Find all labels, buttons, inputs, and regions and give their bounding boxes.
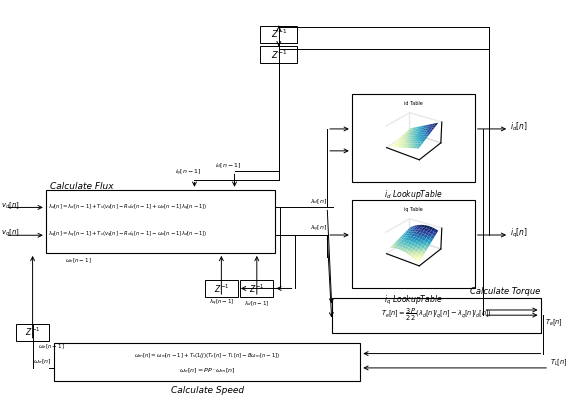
Text: $\omega_e[n]$: $\omega_e[n]$: [33, 357, 51, 366]
Bar: [352, 94, 475, 182]
Text: $\lambda_q[n]$: $\lambda_q[n]$: [310, 224, 327, 234]
Text: $i_q$ LookupTable: $i_q$ LookupTable: [384, 294, 443, 307]
Text: $i_d[n-1]$: $i_d[n-1]$: [216, 161, 242, 170]
Text: $\omega_m[n]=\omega_m[n-1]+T_s(1/J)(T_e[n]-T_L[n]-B\omega_m[n-1])$: $\omega_m[n]=\omega_m[n-1]+T_s(1/J)(T_e[…: [134, 351, 281, 360]
Text: $Z^{-1}$: $Z^{-1}$: [271, 49, 287, 61]
Title: iq Table: iq Table: [404, 207, 423, 212]
Text: $Z^{-1}$: $Z^{-1}$: [25, 326, 40, 338]
Text: Calculate Torque: Calculate Torque: [470, 287, 541, 296]
Text: $i_d[n]$: $i_d[n]$: [510, 121, 528, 133]
Text: $\lambda_d[n]$: $\lambda_d[n]$: [310, 197, 327, 206]
Text: $\omega_e[n-1]$: $\omega_e[n-1]$: [38, 342, 65, 351]
Bar: [16, 324, 49, 341]
Text: $\omega_e[n-1]$: $\omega_e[n-1]$: [65, 256, 92, 265]
Bar: [352, 200, 475, 288]
Text: $i_d$ LookupTable: $i_d$ LookupTable: [384, 188, 443, 201]
Text: $T_e[n]=\dfrac{3}{2}\dfrac{P}{2}\left(\lambda_d[n]i_q[n]-\lambda_q[n]i_d[n]\righ: $T_e[n]=\dfrac{3}{2}\dfrac{P}{2}\left(\l…: [380, 307, 492, 323]
Text: $Z^{-1}$: $Z^{-1}$: [249, 282, 264, 295]
Bar: [260, 26, 297, 43]
Text: $\lambda_d[n-1]$: $\lambda_d[n-1]$: [244, 299, 269, 308]
Text: $\lambda_q[n-1]$: $\lambda_q[n-1]$: [209, 298, 234, 308]
Text: Calculate Flux: Calculate Flux: [50, 182, 114, 191]
Bar: [205, 280, 238, 297]
Bar: [240, 280, 273, 297]
Text: Calculate Speed: Calculate Speed: [171, 386, 244, 395]
Text: $\lambda_d[n]=\lambda_d[n-1]+T_s\left(v_d[n]-R_s i_d[n-1]+\omega_e[n-1]\lambda_q: $\lambda_d[n]=\lambda_d[n-1]+T_s\left(v_…: [48, 202, 208, 213]
Bar: [260, 46, 297, 63]
Text: $T_L[n]$: $T_L[n]$: [550, 358, 568, 368]
Text: $\lambda_q[n]=\lambda_q[n-1]+T_s\left(v_q[n]-R_s i_q[n-1]-\omega_e[n-1]\lambda_d: $\lambda_q[n]=\lambda_q[n-1]+T_s\left(v_…: [48, 230, 208, 240]
Text: $Z^{-1}$: $Z^{-1}$: [271, 28, 287, 40]
Text: $v_q[n]$: $v_q[n]$: [1, 228, 19, 239]
Text: $\omega_e[n]=PP\cdot\omega_m[n]$: $\omega_e[n]=PP\cdot\omega_m[n]$: [179, 366, 236, 375]
Text: $T_e[n]$: $T_e[n]$: [545, 317, 563, 328]
Text: $i_q[n]$: $i_q[n]$: [510, 226, 528, 239]
Text: $i_q[n-1]$: $i_q[n-1]$: [176, 169, 202, 179]
Bar: [54, 343, 360, 381]
Bar: [46, 190, 275, 253]
Title: id Table: id Table: [404, 101, 423, 106]
Text: $v_d[n]$: $v_d[n]$: [1, 200, 19, 211]
Text: $Z^{-1}$: $Z^{-1}$: [214, 282, 229, 295]
Bar: [332, 298, 541, 333]
